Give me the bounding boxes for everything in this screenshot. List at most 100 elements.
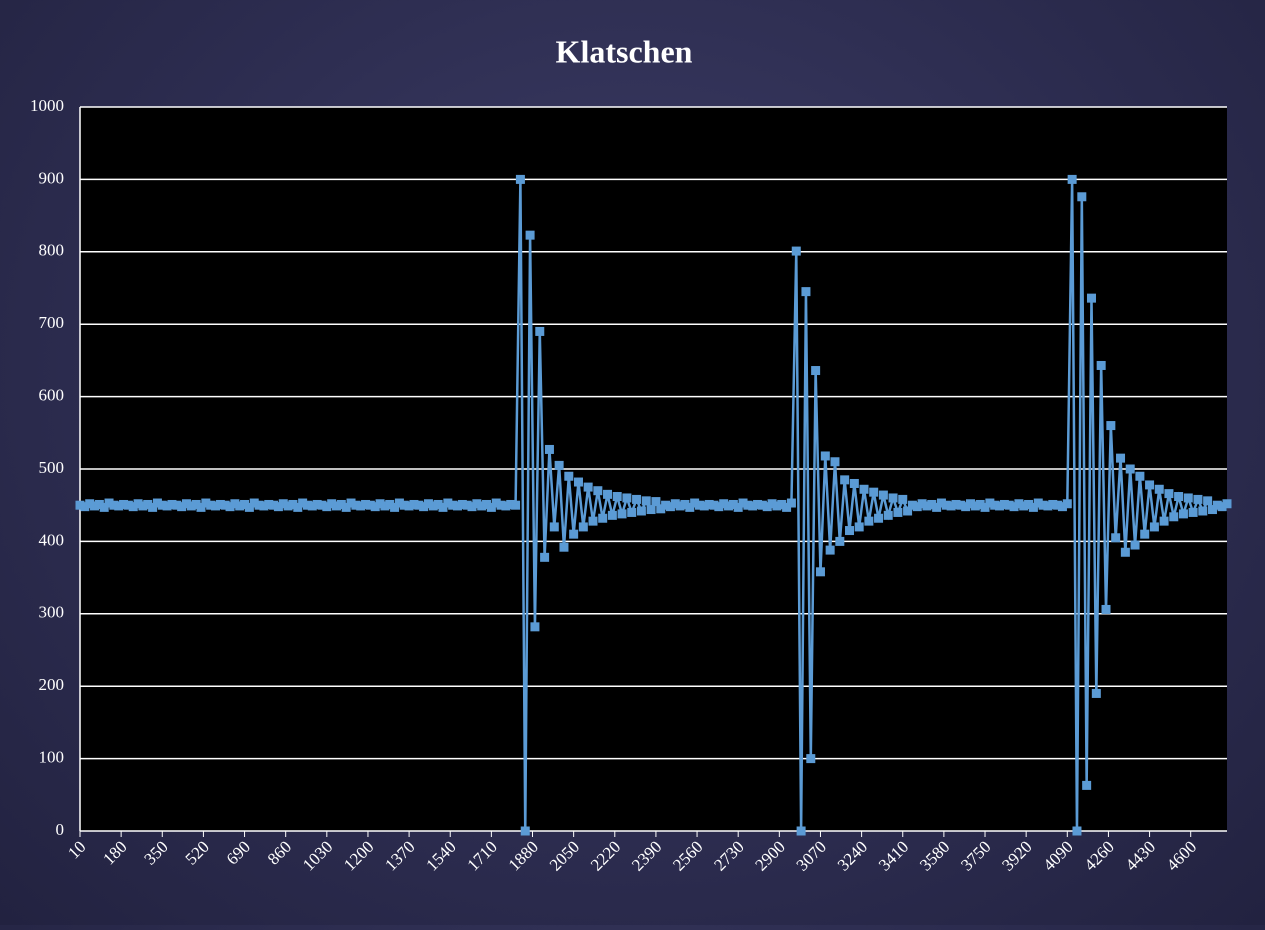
data-point bbox=[1130, 540, 1140, 550]
data-point bbox=[941, 500, 951, 510]
data-point bbox=[394, 498, 404, 508]
data-point bbox=[123, 500, 133, 510]
data-point bbox=[757, 500, 767, 510]
data-point bbox=[1183, 493, 1193, 503]
data-point bbox=[820, 451, 830, 461]
data-point bbox=[936, 498, 946, 508]
data-point bbox=[1019, 501, 1029, 511]
data-point bbox=[1053, 500, 1063, 510]
data-point bbox=[1111, 533, 1121, 543]
data-point bbox=[874, 513, 884, 523]
data-point bbox=[1149, 522, 1159, 532]
data-point bbox=[341, 502, 351, 512]
data-point bbox=[419, 502, 429, 512]
data-point bbox=[1222, 499, 1232, 509]
data-point bbox=[254, 500, 264, 510]
data-point bbox=[288, 499, 298, 509]
data-point bbox=[859, 484, 869, 494]
data-point bbox=[1154, 484, 1164, 494]
x-tick-label: 3240 bbox=[834, 837, 871, 874]
data-point bbox=[636, 506, 646, 516]
data-point bbox=[433, 499, 443, 509]
x-tick-label: 4600 bbox=[1163, 837, 1200, 874]
data-point bbox=[845, 526, 855, 536]
data-point bbox=[825, 545, 835, 555]
data-point bbox=[443, 498, 453, 508]
data-point bbox=[1009, 502, 1019, 512]
data-point bbox=[1096, 360, 1106, 370]
data-point bbox=[554, 460, 564, 470]
data-point bbox=[1159, 516, 1169, 526]
data-point bbox=[690, 498, 700, 508]
x-tick-label: 180 bbox=[99, 837, 130, 868]
x-tick-label: 1030 bbox=[299, 837, 336, 874]
data-point bbox=[157, 500, 167, 510]
data-point bbox=[119, 499, 129, 509]
data-point bbox=[293, 502, 303, 512]
x-tick-label: 3580 bbox=[916, 837, 953, 874]
y-tick-label: 300 bbox=[39, 603, 65, 622]
data-point bbox=[283, 501, 293, 511]
data-point bbox=[762, 502, 772, 512]
data-point bbox=[985, 498, 995, 508]
data-point bbox=[946, 501, 956, 511]
data-point bbox=[278, 499, 288, 509]
data-point bbox=[811, 366, 821, 376]
data-point bbox=[409, 499, 419, 509]
data-point bbox=[361, 499, 371, 509]
x-tick-label: 3750 bbox=[957, 837, 994, 874]
x-tick-label: 1880 bbox=[505, 837, 542, 874]
data-point bbox=[995, 501, 1005, 511]
data-point bbox=[186, 501, 196, 511]
data-point bbox=[94, 499, 104, 509]
data-point bbox=[177, 502, 187, 512]
data-point bbox=[815, 567, 825, 577]
data-point bbox=[1028, 502, 1038, 512]
x-tick-label: 2390 bbox=[628, 837, 665, 874]
data-point bbox=[1057, 502, 1067, 512]
y-tick-label: 500 bbox=[39, 458, 65, 477]
data-point bbox=[114, 501, 124, 511]
data-point bbox=[840, 475, 850, 485]
data-point bbox=[883, 510, 893, 520]
data-point bbox=[1178, 509, 1188, 519]
data-point bbox=[1135, 471, 1145, 481]
data-point bbox=[80, 502, 90, 512]
data-point bbox=[733, 502, 743, 512]
data-point bbox=[196, 502, 206, 512]
data-point bbox=[791, 246, 801, 256]
data-point bbox=[694, 500, 704, 510]
data-point bbox=[491, 498, 501, 508]
data-point bbox=[932, 502, 942, 512]
data-point bbox=[1014, 499, 1024, 509]
data-point bbox=[1116, 453, 1126, 463]
data-point bbox=[356, 501, 366, 511]
x-tick-label: 4090 bbox=[1039, 837, 1076, 874]
data-point bbox=[888, 493, 898, 503]
data-point bbox=[951, 499, 961, 509]
data-point bbox=[786, 498, 796, 508]
data-point bbox=[1125, 464, 1135, 474]
data-point bbox=[428, 501, 438, 511]
x-tick-label: 350 bbox=[140, 837, 171, 868]
x-tick-label: 1710 bbox=[463, 837, 500, 874]
data-point bbox=[240, 499, 250, 509]
y-tick-label: 0 bbox=[56, 820, 65, 839]
data-point bbox=[709, 500, 719, 510]
data-point bbox=[462, 500, 472, 510]
data-point bbox=[578, 522, 588, 532]
data-point bbox=[327, 499, 337, 509]
x-tick-label: 4430 bbox=[1122, 837, 1159, 874]
data-point bbox=[365, 500, 375, 510]
x-tick-label: 860 bbox=[264, 837, 295, 868]
y-tick-label: 700 bbox=[39, 313, 65, 332]
data-point bbox=[651, 497, 661, 507]
data-point bbox=[898, 494, 908, 504]
x-tick-label: 2730 bbox=[710, 837, 747, 874]
data-point bbox=[230, 499, 240, 509]
data-point bbox=[515, 174, 525, 184]
data-point bbox=[632, 494, 642, 504]
data-point bbox=[317, 500, 327, 510]
data-point bbox=[201, 498, 211, 508]
data-point bbox=[235, 501, 245, 511]
